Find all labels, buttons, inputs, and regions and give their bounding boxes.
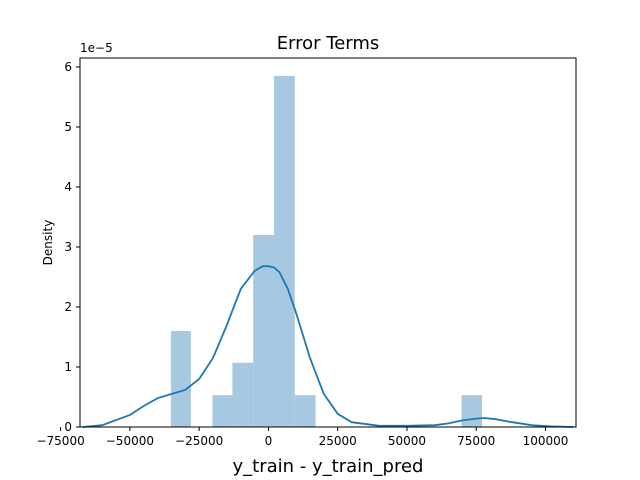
- x-tick-label: 100000: [523, 434, 569, 448]
- histogram-bar: [253, 235, 274, 427]
- histogram-bar: [212, 395, 233, 427]
- y-tick-label: 3: [64, 240, 72, 254]
- y-axis-offset-label: 1e−5: [80, 41, 113, 55]
- x-tick-label: 25000: [319, 434, 357, 448]
- x-tick-label: 75000: [457, 434, 495, 448]
- y-tick-label: 1: [64, 360, 72, 374]
- y-tick-label: 2: [64, 300, 72, 314]
- x-tick-label: 0: [265, 434, 273, 448]
- axes-frame: [79, 57, 577, 428]
- histogram-bar: [170, 331, 191, 427]
- y-tick-label: 4: [64, 180, 72, 194]
- x-axis-label: y_train - y_train_pred: [233, 456, 424, 477]
- histogram-bar: [273, 76, 295, 427]
- y-axis-label: Density: [41, 220, 55, 266]
- kde-curve: [82, 265, 574, 428]
- histogram-bar: [294, 395, 316, 427]
- histogram-bar: [232, 362, 254, 427]
- y-tick-label: 5: [64, 120, 72, 134]
- x-tick-label: 50000: [388, 434, 426, 448]
- y-axis-ticks: 0 1 2 3 4 5 6: [64, 60, 80, 434]
- x-tick-label: −75000: [36, 434, 84, 448]
- chart-title: Error Terms: [277, 33, 380, 54]
- x-axis-ticks: −75000 −50000 −25000 0 25000 50000 75000 100000: [36, 427, 568, 448]
- x-tick-label: −50000: [106, 434, 154, 448]
- y-tick-label: 6: [64, 60, 72, 74]
- x-tick-label: −25000: [175, 434, 223, 448]
- histogram-bars: [170, 76, 483, 427]
- y-tick-label: 0: [64, 420, 72, 434]
- histogram-bar: [461, 395, 483, 427]
